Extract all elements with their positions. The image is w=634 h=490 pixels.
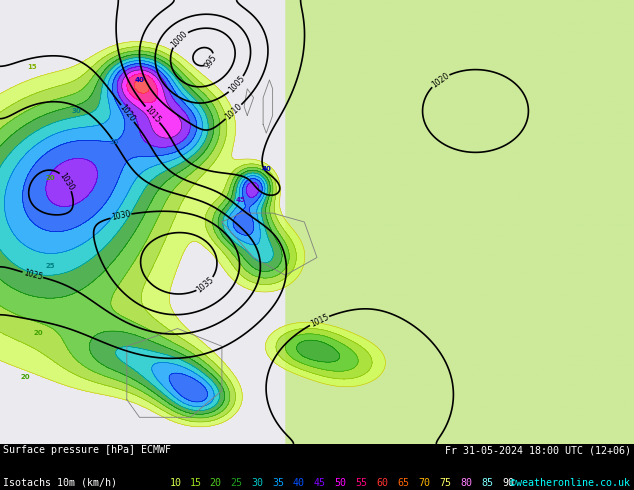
Text: 55: 55 [356,478,368,488]
Text: 20: 20 [46,174,56,181]
Text: 90: 90 [502,478,514,488]
Text: 1020: 1020 [118,103,137,124]
Text: 25: 25 [230,478,242,488]
Text: 1035: 1035 [195,275,216,294]
Text: Fr 31-05-2024 18:00 UTC (12+06): Fr 31-05-2024 18:00 UTC (12+06) [445,445,631,455]
Text: 20: 20 [33,330,43,336]
Text: 45: 45 [314,478,326,488]
Text: 80: 80 [460,478,472,488]
Text: 1025: 1025 [22,268,43,282]
Text: 50: 50 [335,478,347,488]
Text: 1015: 1015 [143,104,162,125]
Text: 30: 30 [251,478,263,488]
Text: 20: 20 [20,374,30,380]
Text: 1010: 1010 [223,102,243,122]
Text: 1000: 1000 [169,29,190,49]
Text: 65: 65 [398,478,410,488]
Text: 75: 75 [439,478,451,488]
Text: Surface pressure [hPa] ECMWF: Surface pressure [hPa] ECMWF [3,445,171,455]
Text: 1005: 1005 [227,74,247,95]
Text: 1030: 1030 [58,171,76,192]
Text: 30: 30 [71,108,81,114]
Text: 20: 20 [209,478,221,488]
Text: 10: 10 [170,478,182,488]
Text: 15: 15 [27,64,37,70]
Text: 40: 40 [293,478,305,488]
Text: 35: 35 [272,478,284,488]
Text: 995: 995 [203,52,219,70]
Text: 15: 15 [190,478,202,488]
Text: 40: 40 [134,77,145,83]
Text: 1030: 1030 [110,210,131,222]
Text: 60: 60 [377,478,389,488]
Text: 1015: 1015 [309,312,330,329]
Text: 35: 35 [109,139,119,145]
Text: 25: 25 [46,263,55,270]
Text: ©weatheronline.co.uk: ©weatheronline.co.uk [510,478,630,488]
Text: 45: 45 [236,197,246,203]
Text: Isotachs 10m (km/h): Isotachs 10m (km/h) [3,478,117,488]
Text: 85: 85 [481,478,493,488]
Text: 1020: 1020 [430,71,451,90]
Text: 40: 40 [261,166,271,171]
Text: 70: 70 [418,478,430,488]
